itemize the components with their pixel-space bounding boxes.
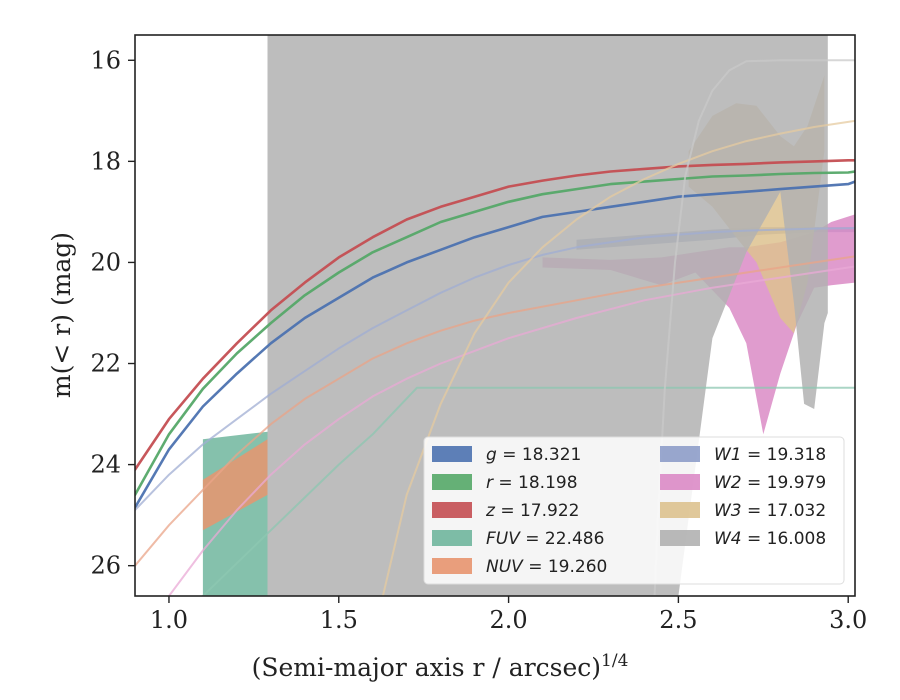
curve-w2: [168, 265, 855, 596]
legend-swatch-w2: [660, 474, 700, 490]
legend-swatch-g: [432, 446, 472, 462]
legend-swatch-w3: [660, 502, 700, 518]
legend-box: [423, 436, 845, 585]
y-axis-title: m(< r) (mag): [47, 232, 76, 398]
curve-g: [135, 180, 855, 509]
legend-swatch-z: [432, 502, 472, 518]
legend-swatch-nuv: [432, 558, 472, 574]
legend-label-fuv: FUV = 22.486: [486, 529, 604, 549]
x-tick-label: 2.0: [489, 606, 527, 634]
model-curves: [135, 59, 855, 596]
y-axis: 16 18 20 22 24 26: [90, 46, 135, 580]
legend-label-w2: W2 = 19.979: [714, 473, 826, 493]
x-tick-label: 2.5: [659, 606, 697, 634]
curve-w1: [135, 227, 855, 512]
legend-label-nuv: NUV = 19.260: [486, 557, 607, 577]
curve-r: [135, 170, 855, 497]
y-tick-label: 16: [90, 46, 121, 74]
y-tick-label: 20: [90, 248, 121, 276]
curve-nuv: [135, 255, 855, 567]
legend-label-r: r = 18.198: [486, 473, 578, 493]
curve-w4: [653, 59, 855, 596]
x-tick-label: 1.0: [150, 606, 188, 634]
legend-label-g: g = 18.321: [486, 445, 581, 465]
x-axis-label: (Semi-major axis r / arcsec): [252, 653, 601, 682]
curve-z: [135, 159, 855, 471]
legend-label-z: z = 17.922: [485, 501, 579, 521]
x-axis-exponent: 1/4: [601, 651, 628, 671]
y-tick-label: 24: [90, 451, 121, 479]
x-axis-title: (Semi-major axis r / arcsec)1/4: [252, 651, 629, 682]
x-tick-label: 3.0: [829, 606, 867, 634]
curve-fuv: [201, 386, 855, 596]
plot-frame: [134, 34, 856, 597]
y-tick-label: 22: [90, 350, 121, 378]
band-nuv: [202, 439, 268, 531]
legend-label-w1: W1 = 19.318: [714, 445, 826, 465]
y-tick-label: 26: [90, 552, 121, 580]
legend-label-w4: W4 = 16.008: [714, 529, 826, 549]
legend-swatch-w4: [660, 530, 700, 546]
legend-swatch-fuv: [432, 530, 472, 546]
legend-swatch-w1: [660, 446, 700, 462]
legend-label-w3: W3 = 17.032: [714, 501, 826, 521]
y-tick-label: 18: [90, 147, 121, 175]
legend: g = 18.321 r = 18.198 z = 17.922 FUV = 22.4…: [423, 436, 845, 585]
legend-swatch-r: [432, 474, 472, 490]
curve-w3: [381, 119, 855, 596]
x-axis: 1.0 1.5 2.0 2.5 3.0: [150, 596, 867, 634]
x-tick-label: 1.5: [320, 606, 358, 634]
